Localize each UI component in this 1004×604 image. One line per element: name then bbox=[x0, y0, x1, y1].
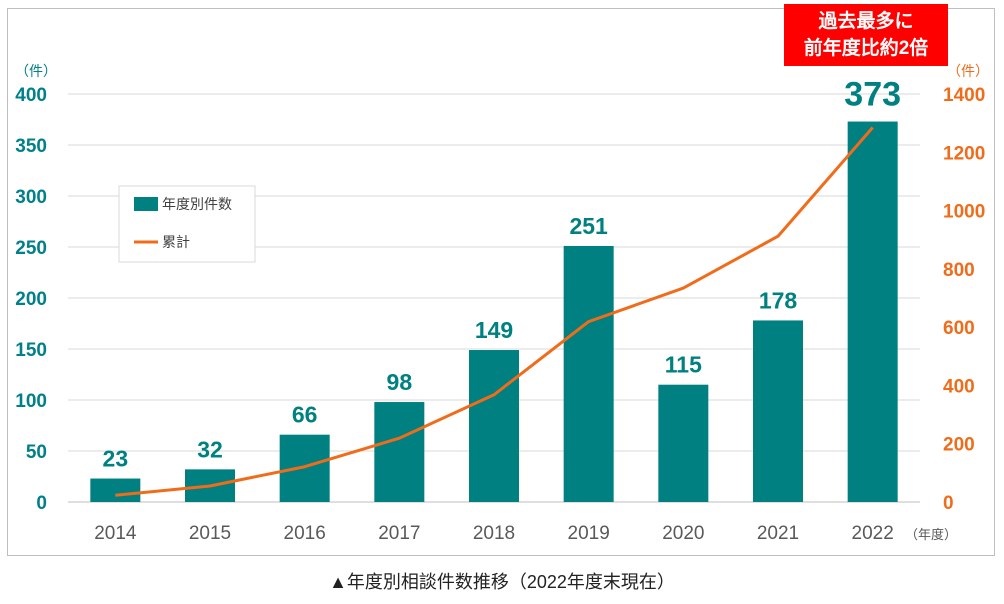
bar-series bbox=[90, 121, 898, 503]
right-axis-tick-labels: 0 200 400 600 800 1000 1200 1400 bbox=[943, 85, 985, 514]
bar bbox=[374, 402, 425, 502]
right-axis-tick-label: 1200 bbox=[943, 143, 985, 164]
left-axis-tick-labels: 0 50 100 150 200 250 300 350 400 bbox=[15, 85, 47, 514]
bar bbox=[90, 478, 141, 502]
bar-value-label: 373 bbox=[844, 76, 901, 114]
left-axis-tick-label: 350 bbox=[15, 136, 47, 157]
left-axis-unit-label: （件） bbox=[15, 63, 57, 79]
right-axis-tick-label: 1000 bbox=[943, 202, 985, 223]
left-axis-tick-label: 0 bbox=[36, 493, 47, 514]
x-axis-tick-label: 2020 bbox=[662, 523, 704, 544]
cumulative-line-series bbox=[115, 126, 874, 497]
left-axis-tick-label: 200 bbox=[15, 289, 47, 310]
x-axis-tick-label: 2015 bbox=[189, 523, 231, 544]
bar-value-label: 178 bbox=[759, 287, 798, 313]
left-axis-tick-label: 150 bbox=[15, 340, 47, 361]
right-axis-unit-label: （件） bbox=[947, 63, 989, 79]
bar bbox=[658, 384, 709, 502]
left-axis-tick-label: 400 bbox=[15, 85, 47, 106]
chart-frame bbox=[7, 8, 995, 556]
left-axis-tick-label: 250 bbox=[15, 238, 47, 259]
right-axis-tick-label: 200 bbox=[943, 435, 975, 456]
chart-caption: ▲年度別相談件数推移（2022年度末現在） bbox=[329, 572, 675, 592]
right-axis-tick-label: 600 bbox=[943, 318, 975, 339]
bar-value-label: 23 bbox=[103, 446, 129, 472]
bar-value-label: 98 bbox=[387, 369, 413, 395]
right-axis-tick-label: 800 bbox=[943, 260, 975, 281]
x-axis-tick-label: 2019 bbox=[568, 523, 610, 544]
x-axis-tick-label: 2016 bbox=[284, 523, 326, 544]
bar-value-label: 149 bbox=[475, 317, 513, 343]
right-axis-tick-label: 400 bbox=[943, 376, 975, 397]
bar-value-label: 66 bbox=[292, 402, 318, 428]
x-axis-tick-label: 2018 bbox=[473, 523, 515, 544]
x-axis-tick-label: 2017 bbox=[378, 523, 420, 544]
bar bbox=[847, 121, 898, 502]
bar bbox=[563, 245, 614, 503]
x-axis-unit-label: （年度） bbox=[905, 527, 957, 542]
left-axis-tick-label: 300 bbox=[15, 187, 47, 208]
cumulative-line bbox=[115, 126, 874, 497]
left-axis-tick-label: 50 bbox=[26, 442, 47, 463]
legend-line-label: 累計 bbox=[162, 234, 190, 250]
x-axis-tick-label: 2014 bbox=[94, 523, 137, 544]
bar-value-labels: 23 32 66 98 149 251 115 178 373 bbox=[103, 76, 901, 472]
legend-bar-swatch bbox=[134, 197, 158, 211]
legend-bar-label: 年度別件数 bbox=[162, 196, 232, 212]
right-axis-tick-label: 1400 bbox=[943, 85, 985, 106]
bar bbox=[279, 434, 330, 502]
bar-value-label: 32 bbox=[197, 436, 223, 462]
x-axis-tick-labels: 2014 2015 2016 2017 2018 2019 2020 2021 2022 bbox=[94, 523, 894, 544]
legend: 年度別件数 累計 bbox=[118, 185, 256, 263]
callout-line-1: 過去最多に bbox=[818, 11, 914, 32]
right-axis-tick-label: 0 bbox=[943, 493, 954, 514]
x-axis-tick-label: 2021 bbox=[757, 523, 799, 544]
x-axis-tick-label: 2022 bbox=[852, 523, 894, 544]
bar-value-label: 251 bbox=[569, 213, 608, 239]
bar bbox=[753, 320, 803, 502]
bar-value-label: 115 bbox=[665, 352, 702, 378]
callout-badge: 過去最多に 前年度比約2倍 bbox=[784, 4, 948, 66]
bar bbox=[469, 350, 519, 502]
left-axis-tick-label: 100 bbox=[15, 391, 47, 412]
callout-line-2: 前年度比約2倍 bbox=[803, 38, 929, 59]
